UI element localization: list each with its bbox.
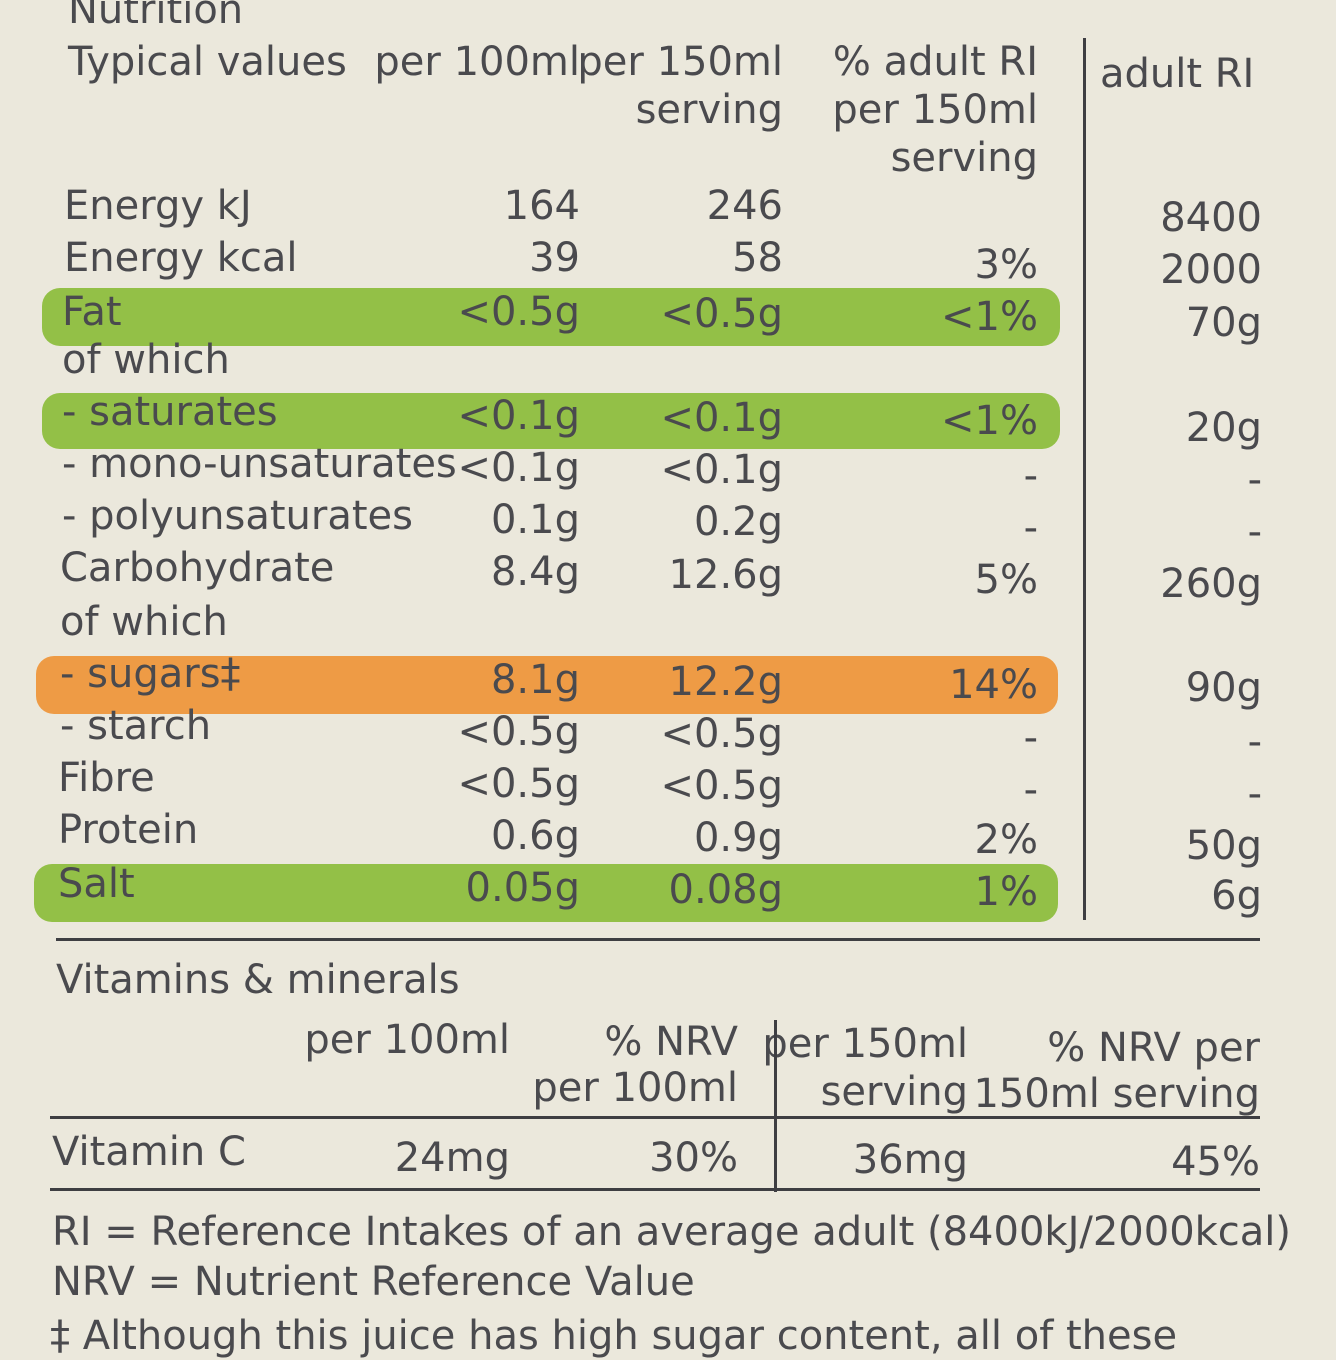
row-adult-ri: 20g bbox=[1185, 405, 1262, 451]
header-per-150ml-serving: serving bbox=[635, 87, 783, 133]
row-label: Carbohydrate bbox=[60, 545, 335, 591]
vit-header-per-150ml: per 150ml bbox=[762, 1021, 968, 1067]
row-label: - sugars‡ bbox=[60, 651, 241, 697]
row-ri-pct: - bbox=[1023, 505, 1038, 551]
row-ri-pct: - bbox=[1023, 715, 1038, 761]
row-per100: <0.1g bbox=[457, 393, 580, 439]
row-per150: 0.2g bbox=[693, 499, 783, 545]
row-per100: 0.1g bbox=[490, 497, 580, 543]
vit-row-nrv100: 30% bbox=[649, 1135, 738, 1181]
row-per150: <0.1g bbox=[660, 447, 783, 493]
vit-row-per100: 24mg bbox=[394, 1135, 510, 1181]
vit-header-nrv-150: % NRV per bbox=[1047, 1025, 1260, 1071]
row-label: Protein bbox=[58, 807, 199, 853]
row-per150: <0.5g bbox=[660, 763, 783, 809]
footnote-ri: RI = Reference Intakes of an average adu… bbox=[52, 1209, 1292, 1255]
header-adult-ri: adult RI bbox=[1100, 51, 1255, 97]
row-label: Salt bbox=[58, 861, 135, 907]
footnote-sugar: ‡ Although this juice has high sugar con… bbox=[50, 1313, 1178, 1359]
row-ri-pct: 1% bbox=[974, 869, 1038, 915]
row-per100: <0.5g bbox=[457, 289, 580, 335]
row-per150: 246 bbox=[706, 183, 783, 229]
row-adult-ri: - bbox=[1247, 509, 1262, 555]
header-adult-ri-pct-line3: serving bbox=[890, 135, 1038, 181]
header-typical-values: Typical values bbox=[68, 39, 347, 85]
row-label: Fibre bbox=[58, 755, 155, 801]
row-per150: 12.2g bbox=[668, 659, 783, 705]
row-per100: 8.4g bbox=[490, 549, 580, 595]
footnote-nrv: NRV = Nutrient Reference Value bbox=[52, 1259, 695, 1305]
row-per100: <0.5g bbox=[457, 709, 580, 755]
vit-header-nrv-line2: per 100ml bbox=[532, 1065, 738, 1111]
vit-row-nrv150: 45% bbox=[1171, 1139, 1260, 1185]
row-ri-pct: - bbox=[1023, 767, 1038, 813]
row-per100: <0.1g bbox=[457, 445, 580, 491]
row-per100: 39 bbox=[529, 235, 580, 281]
sugars-highlight bbox=[36, 656, 1058, 714]
row-adult-ri: - bbox=[1247, 719, 1262, 765]
header-per-150ml: per 150ml bbox=[577, 39, 783, 85]
row-ri-pct: 2% bbox=[974, 817, 1038, 863]
row-label: - polyunsaturates bbox=[62, 493, 413, 539]
row-ri-pct: 3% bbox=[974, 242, 1038, 288]
row-label: Energy kcal bbox=[64, 235, 298, 281]
header-adult-ri-pct: % adult RI bbox=[832, 39, 1038, 85]
nutrition-title: Nutrition bbox=[68, 0, 244, 33]
row-ri-pct: <1% bbox=[941, 294, 1038, 340]
saturates-highlight bbox=[42, 393, 1060, 449]
row-label: Energy kJ bbox=[64, 183, 252, 229]
row-per100: 8.1g bbox=[490, 657, 580, 703]
row-adult-ri: - bbox=[1247, 771, 1262, 817]
row-label: Fat bbox=[62, 289, 122, 335]
row-adult-ri: 8400 bbox=[1160, 195, 1262, 241]
row-adult-ri: 6g bbox=[1211, 873, 1262, 919]
vitamins-column-divider bbox=[774, 1020, 777, 1192]
row-label: - saturates bbox=[62, 389, 278, 435]
row-per150: 0.08g bbox=[668, 867, 783, 913]
vitamins-title: Vitamins & minerals bbox=[56, 957, 460, 1003]
vitamins-header-rule bbox=[50, 1116, 1260, 1119]
row-per150: 0.9g bbox=[693, 815, 783, 861]
row-per150: 58 bbox=[732, 235, 783, 281]
row-adult-ri: - bbox=[1247, 457, 1262, 503]
row-label: - mono-unsaturates bbox=[62, 441, 457, 487]
header-per-100ml: per 100ml bbox=[374, 39, 580, 85]
row-per150: 12.6g bbox=[668, 552, 783, 598]
nutrition-column-divider bbox=[1083, 38, 1086, 920]
row-adult-ri: 90g bbox=[1185, 665, 1262, 711]
row-adult-ri: 50g bbox=[1185, 823, 1262, 869]
row-ri-pct: 5% bbox=[974, 557, 1038, 603]
row-per100: 0.6g bbox=[490, 813, 580, 859]
vit-header-nrv-150-line2: 150ml serving bbox=[973, 1071, 1260, 1117]
row-adult-ri: 260g bbox=[1160, 561, 1262, 607]
row-ri-pct: 14% bbox=[949, 662, 1038, 708]
vitamins-bottom-rule bbox=[50, 1188, 1260, 1191]
vit-header-per-100ml: per 100ml bbox=[304, 1017, 510, 1063]
row-label: - starch bbox=[60, 703, 212, 749]
row-per100: 0.05g bbox=[465, 865, 580, 911]
fat-highlight bbox=[42, 288, 1060, 346]
row-per100: <0.5g bbox=[457, 761, 580, 807]
salt-highlight bbox=[34, 864, 1058, 922]
row-per100: 164 bbox=[503, 183, 580, 229]
header-adult-ri-pct-line2: per 150ml bbox=[832, 87, 1038, 133]
row-ri-pct: <1% bbox=[941, 398, 1038, 444]
row-per150: <0.5g bbox=[660, 711, 783, 757]
row-per150: <0.5g bbox=[660, 291, 783, 337]
row-label: of which bbox=[62, 337, 230, 383]
vit-header-nrv: % NRV bbox=[604, 1019, 738, 1065]
vit-header-per-150ml-line2: serving bbox=[820, 1069, 968, 1115]
row-label: of which bbox=[60, 599, 228, 645]
row-per150: <0.1g bbox=[660, 395, 783, 441]
row-ri-pct: - bbox=[1023, 453, 1038, 499]
row-adult-ri: 70g bbox=[1185, 300, 1262, 346]
vit-row-per150: 36mg bbox=[852, 1137, 968, 1183]
section-divider bbox=[56, 938, 1260, 941]
row-adult-ri: 2000 bbox=[1160, 247, 1262, 293]
vit-row-label: Vitamin C bbox=[52, 1129, 246, 1175]
